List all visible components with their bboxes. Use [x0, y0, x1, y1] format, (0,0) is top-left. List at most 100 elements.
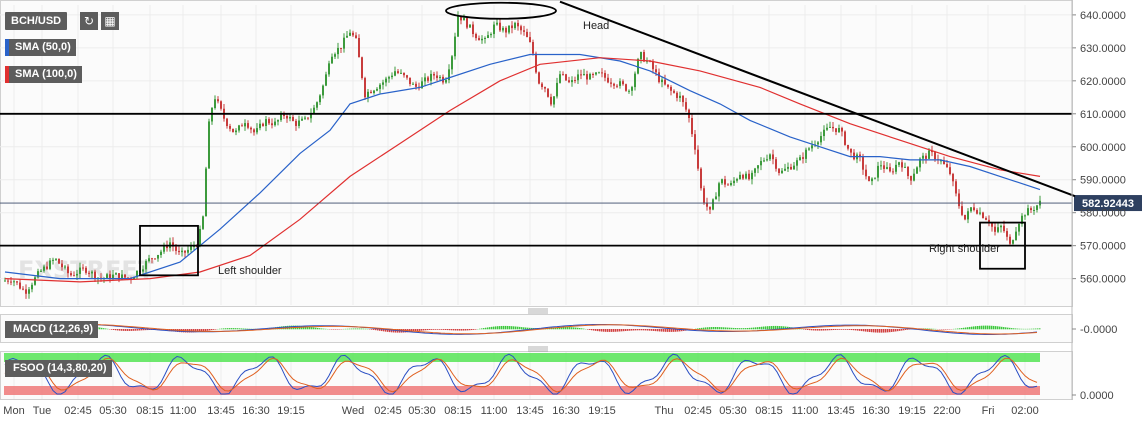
candle-body — [10, 281, 12, 283]
macd-histogram-bar — [505, 325, 507, 330]
candle-body — [574, 80, 576, 82]
macd-histogram-bar — [845, 329, 847, 330]
candle-body — [268, 119, 270, 124]
candle-body — [835, 128, 837, 133]
candle-body — [1006, 231, 1008, 237]
candle-body — [679, 95, 681, 98]
macd-histogram-bar — [411, 329, 413, 332]
macd-histogram-bar — [649, 329, 651, 331]
macd-histogram-bar — [747, 327, 749, 330]
macd-histogram-bar — [423, 329, 425, 331]
macd-histogram-bar — [555, 327, 557, 330]
x-tick-label: 02:00 — [1011, 405, 1039, 417]
candle-body — [1018, 224, 1020, 232]
macd-histogram-bar — [837, 329, 839, 330]
candle-body — [118, 273, 120, 280]
macd-histogram-bar — [375, 329, 377, 331]
macd-histogram-bar — [889, 329, 891, 333]
candle-body — [748, 173, 750, 180]
x-tick-label: Mon — [3, 405, 24, 417]
symbol-label[interactable]: BCH/USD — [5, 12, 68, 30]
x-tick-label: 02:45 — [684, 405, 712, 417]
axes: Mon Tue 02:45 05:30 08:15 11:00 13:45 16:30 19:1… — [3, 0, 1126, 417]
macd-histogram-bar — [429, 329, 431, 330]
x-tick-label: 13:45 — [207, 405, 235, 417]
macd-histogram-bar — [373, 329, 375, 330]
candle-body — [226, 118, 228, 127]
macd-histogram-bar — [349, 328, 351, 330]
candle-body — [970, 207, 972, 212]
macd-histogram-bar — [657, 329, 659, 332]
macd-histogram-bar — [619, 329, 621, 332]
macd-histogram-bar — [315, 327, 317, 330]
candle-body — [652, 61, 654, 70]
y-tick-label: 590.0000 — [1080, 175, 1126, 187]
macd-histogram-bar — [463, 329, 465, 331]
macd-histogram-bar — [581, 328, 583, 330]
macd-histogram-bar — [983, 325, 985, 330]
macd-histogram-bar — [827, 329, 829, 331]
indicator-sma-100[interactable]: SMA (100,0) — [5, 66, 82, 83]
macd-label[interactable]: MACD (12,26,9) — [5, 321, 99, 338]
candle-body — [373, 90, 375, 94]
candle-body — [889, 167, 891, 172]
macd-histogram-bar — [743, 328, 745, 330]
candle-body — [457, 15, 459, 37]
macd-histogram-bar — [849, 329, 851, 330]
calendar-icon[interactable]: ▦ — [101, 12, 119, 30]
macd-histogram-bar — [449, 329, 451, 331]
macd-histogram-bar — [241, 328, 243, 330]
candle-body — [682, 95, 684, 103]
macd-histogram-bar — [641, 329, 643, 331]
indicator-sma-50[interactable]: SMA (50,0) — [5, 39, 76, 56]
macd-histogram-bar — [147, 329, 149, 331]
macd-histogram-bar — [733, 327, 735, 330]
candle-body — [19, 282, 21, 289]
candle-body — [499, 22, 501, 31]
macd-histogram-bar — [781, 326, 783, 330]
candle-body — [544, 87, 546, 89]
candle-body — [517, 22, 519, 27]
macd-histogram-bar — [721, 327, 723, 330]
candle-body — [244, 123, 246, 127]
candle-body — [82, 267, 84, 269]
candle-body — [985, 218, 987, 220]
macd-histogram-bar — [665, 329, 667, 332]
candle-body — [754, 168, 756, 173]
candle-body — [490, 34, 492, 36]
candle-body — [583, 74, 585, 76]
candle-body — [286, 115, 288, 119]
y-tick-label: 640.0000 — [1080, 10, 1126, 22]
macd-histogram-bar — [859, 329, 861, 331]
macd-histogram-bar — [365, 328, 367, 330]
macd-histogram-bar — [441, 329, 443, 330]
macd-histogram-bar — [595, 329, 597, 331]
candle-body — [1003, 225, 1005, 232]
macd-tick-label: -0.0000 — [1080, 324, 1117, 336]
macd-histogram-bar — [513, 326, 515, 330]
x-tick-label: 19:15 — [277, 405, 305, 417]
candle-body — [622, 81, 624, 85]
candle-body — [913, 173, 915, 181]
candle-body — [364, 78, 366, 98]
fsoo-label[interactable]: FSOO (14,3,80,20) — [5, 360, 112, 377]
macd-histogram-bar — [999, 326, 1001, 330]
candle-body — [61, 263, 63, 268]
candle-body — [361, 57, 363, 79]
macd-histogram-bar — [635, 329, 637, 331]
x-tick-label: 11:00 — [170, 405, 197, 417]
macd-histogram-bar — [605, 329, 607, 332]
candle-body — [946, 164, 948, 168]
macd-histogram-bar — [139, 329, 141, 331]
candle-body — [799, 157, 801, 161]
candle-body — [610, 82, 612, 84]
refresh-icon[interactable]: ↻ — [80, 12, 98, 30]
sub-panels: -0.0000 0.0000 — [4, 323, 1117, 402]
candle-body — [802, 157, 804, 159]
candle-body — [529, 37, 531, 43]
candle-body — [187, 249, 189, 253]
macd-histogram-bar — [807, 329, 809, 330]
candle-body — [634, 73, 636, 88]
candle-body — [916, 167, 918, 174]
